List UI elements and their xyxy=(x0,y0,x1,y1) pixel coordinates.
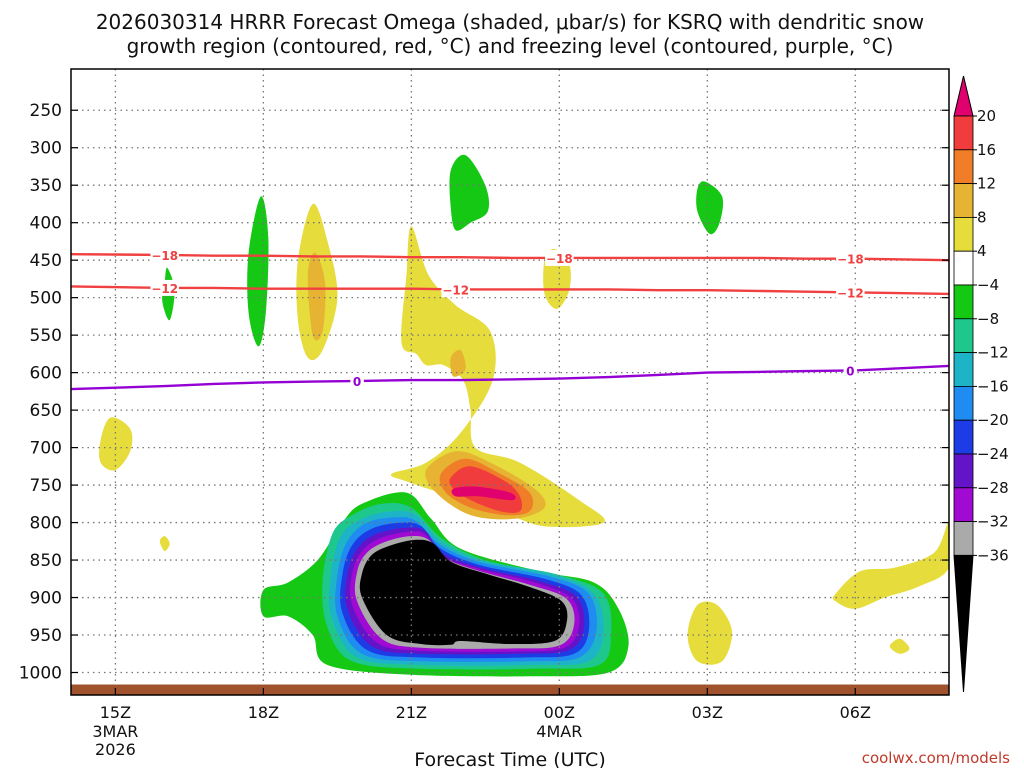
contour-label-bg xyxy=(150,279,179,296)
colorbar-label: −16 xyxy=(977,377,1009,395)
omega-region-26 xyxy=(359,539,568,646)
colorbar-swatch xyxy=(953,149,974,185)
colorbar-swatch xyxy=(953,216,974,252)
contour-label: −18 xyxy=(151,249,178,263)
y-tick-label: 400 xyxy=(30,214,62,234)
y-tick-label: 350 xyxy=(30,176,62,196)
y-tick-label: 500 xyxy=(30,289,62,309)
contour-line-1 xyxy=(71,285,949,296)
colorbar-swatch xyxy=(953,385,974,421)
colorbar-label: 8 xyxy=(977,208,987,226)
y-tick-label: 650 xyxy=(30,401,62,421)
omega-region-14 xyxy=(159,536,170,552)
x-tick-label: 18Z xyxy=(248,703,279,722)
contour-label: 0 xyxy=(846,364,854,378)
colorbar-swatch xyxy=(953,453,974,489)
y-tick-label: 750 xyxy=(30,476,62,496)
colorbar-label: −4 xyxy=(977,276,999,294)
contour-label-bg xyxy=(150,246,179,263)
contour-label-bg xyxy=(836,284,865,301)
colorbar-label: −36 xyxy=(977,546,1009,564)
x-tick-sublabel: 4MAR xyxy=(536,722,582,741)
contour-label: −12 xyxy=(151,282,178,296)
colorbar-swatch xyxy=(953,352,974,387)
surface-layer xyxy=(71,684,949,695)
colorbar-swatch-bottom xyxy=(953,554,974,693)
colorbar-label: −24 xyxy=(977,445,1009,463)
colorbar-swatch-top xyxy=(953,75,974,117)
x-tick-sublabel: 3MAR xyxy=(92,722,138,741)
contour-label-bg xyxy=(545,249,574,266)
contour-line-2 xyxy=(71,364,949,391)
chart-title-line-2: growth region (contoured, red, °C) and f… xyxy=(127,34,894,58)
contour-label: −12 xyxy=(837,286,864,300)
omega-region-15 xyxy=(687,601,733,665)
surface-band xyxy=(71,684,949,695)
x-tick-label: 00Z xyxy=(544,703,575,722)
contour-label: −18 xyxy=(837,253,864,267)
contour-label-bg xyxy=(843,362,858,379)
colorbar-label: −20 xyxy=(977,411,1009,429)
grid xyxy=(71,69,949,695)
omega-region-3 xyxy=(696,181,724,235)
y-tick-label: 450 xyxy=(30,251,62,271)
colorbar: 20 16 12 8 4 −4 −8 −12 −16 −20 −24 −28 −32 −36 xyxy=(953,75,1009,693)
y-tick-label: 250 xyxy=(30,101,62,121)
y-tick-label: 550 xyxy=(30,326,62,346)
x-tick-year-label: 2026 xyxy=(95,740,136,759)
omega-region-16 xyxy=(832,522,949,609)
contour-label: 0 xyxy=(353,375,361,389)
y-tick-label: 700 xyxy=(30,439,62,459)
credit-text: coolwx.com/models xyxy=(862,749,1010,767)
colorbar-swatch xyxy=(953,318,974,353)
y-tick-label: 1000 xyxy=(19,664,62,684)
x-tick-label: 21Z xyxy=(396,703,427,722)
contour-line-0 xyxy=(71,253,949,262)
omega-region-7 xyxy=(450,349,466,377)
x-tick-label: 03Z xyxy=(692,703,723,722)
colorbar-swatch xyxy=(953,521,974,556)
omega-region-1 xyxy=(247,196,269,347)
x-axis-label: Forecast Time (UTC) xyxy=(414,749,605,768)
colorbar-swatch xyxy=(953,419,974,455)
colorbar-label: 16 xyxy=(977,141,996,159)
omega-region-17 xyxy=(889,638,910,654)
colorbar-swatch xyxy=(953,183,974,218)
colorbar-label: −28 xyxy=(977,479,1009,497)
colorbar-label: −8 xyxy=(977,310,999,328)
colorbar-label: −12 xyxy=(977,344,1009,362)
omega-region-5 xyxy=(307,252,326,341)
y-tick-label: 850 xyxy=(30,551,62,571)
x-tick-label: 06Z xyxy=(840,703,871,722)
contour-label-bg xyxy=(441,281,470,298)
omega-region-2 xyxy=(449,154,490,231)
colorbar-label: 12 xyxy=(977,175,996,193)
plot-frame xyxy=(70,68,950,696)
y-tick-label: 300 xyxy=(30,139,62,159)
omega-shading xyxy=(99,154,949,677)
colorbar-swatch xyxy=(953,487,974,522)
contour-label: −12 xyxy=(442,283,469,297)
colorbar-label: 4 xyxy=(977,242,987,260)
omega-region-6 xyxy=(390,226,605,528)
contour-label: −18 xyxy=(546,252,573,266)
colorbar-swatch xyxy=(953,250,974,286)
colorbar-label: 20 xyxy=(977,107,996,125)
y-tick-label: 900 xyxy=(30,589,62,609)
contour-label-bg xyxy=(836,250,865,267)
y-tick-label: 800 xyxy=(30,514,62,534)
y-axis-ticks: 250 300 350 400 450 500 550 600 650 700 750 800 850 9… xyxy=(19,101,949,684)
contour-label-bg xyxy=(350,372,364,389)
omega-region-11 xyxy=(451,486,516,501)
colorbar-swatch xyxy=(953,284,974,320)
x-tick-label: 15Z xyxy=(100,703,131,722)
chart-title-line-1: 2026030314 HRRR Forecast Omega (shaded, … xyxy=(96,10,924,34)
temperature-contours: −18 −18 −18 −12 −12 −12 0 0 xyxy=(71,246,949,391)
y-tick-label: 950 xyxy=(30,626,62,646)
colorbar-label: −32 xyxy=(977,513,1009,531)
y-tick-label: 600 xyxy=(30,364,62,384)
colorbar-swatch xyxy=(953,115,974,151)
